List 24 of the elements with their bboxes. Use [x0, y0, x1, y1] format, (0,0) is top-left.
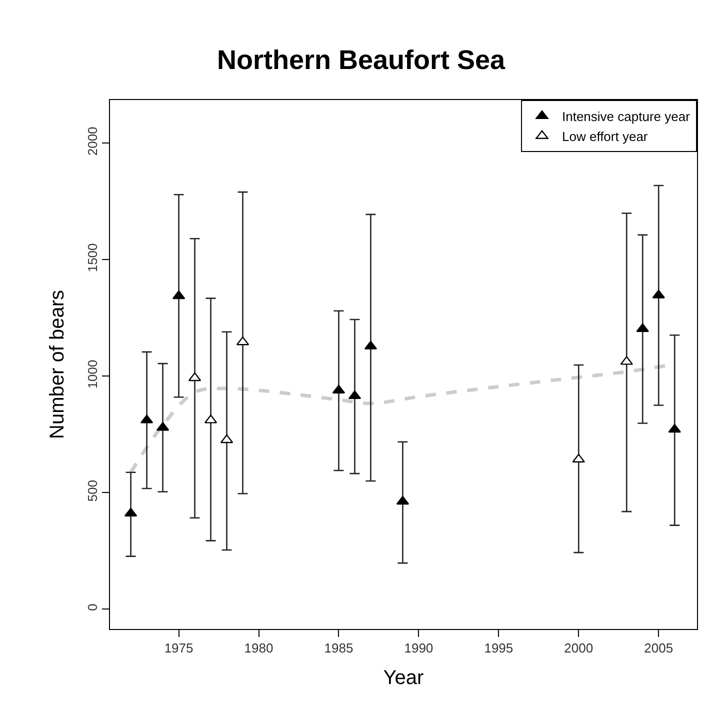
point: [668, 424, 681, 433]
x-tick-label: 1975: [164, 640, 194, 656]
y-tick-label: 500: [84, 480, 100, 502]
y-tick-label: 1000: [84, 360, 100, 389]
y-axis-title: Number of bears: [46, 290, 68, 439]
point: [188, 372, 202, 382]
x-axis-title: Year: [383, 667, 424, 690]
x-tick-label: 1980: [244, 640, 274, 656]
point: [172, 290, 186, 300]
x-tick-label: 2000: [564, 640, 594, 656]
legend-label: Low effort year: [562, 128, 648, 144]
x-tick-label: 1985: [324, 640, 354, 656]
x-tick-label: 1995: [484, 640, 514, 656]
y-tick-label: 0: [84, 604, 100, 611]
y-tick-label: 2000: [84, 126, 100, 156]
legend-label: Intensive capture year: [562, 109, 691, 124]
x-tick-label: 2005: [644, 640, 674, 656]
x-tick-label: 1990: [404, 640, 434, 656]
chart-title: Northern Beaufort Sea: [216, 44, 506, 75]
point: [124, 508, 138, 517]
point: [396, 496, 410, 505]
point: [348, 390, 362, 400]
point: [220, 434, 234, 444]
y-tick-label: 1500: [84, 243, 100, 272]
